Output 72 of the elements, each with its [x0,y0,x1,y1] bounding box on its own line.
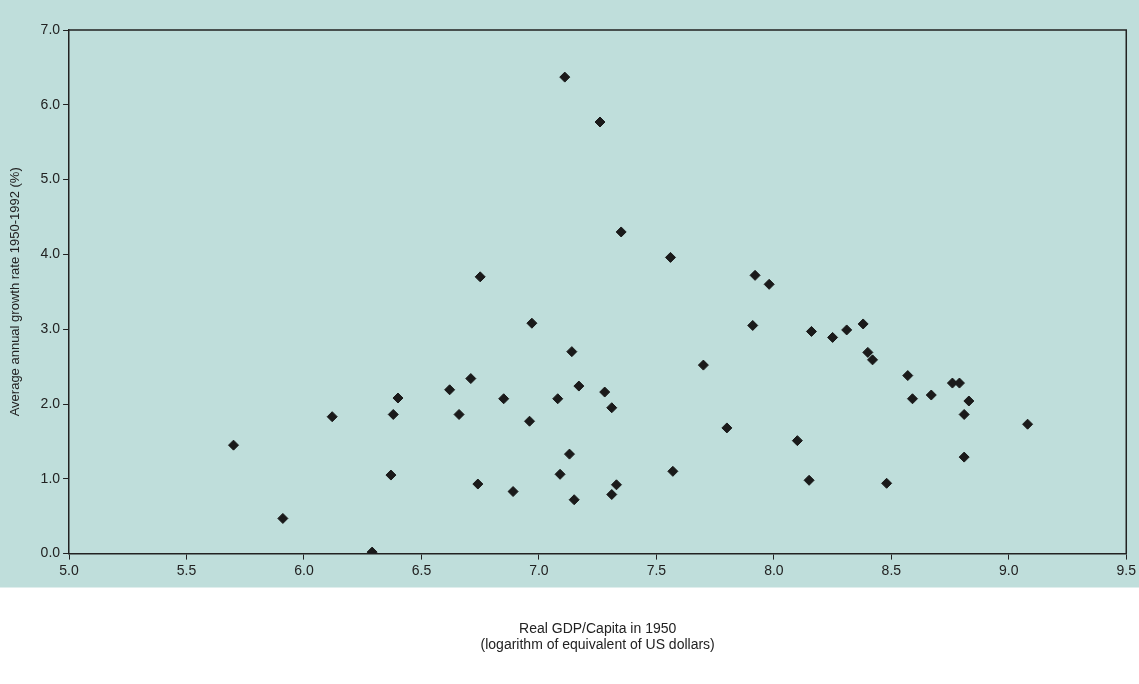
y-tick-label: 4.0 [40,245,61,262]
y-tick-label: 1.0 [40,469,61,486]
point [763,278,775,290]
point [747,319,759,331]
x-tick-label: 5.5 [176,561,197,578]
x-tick-label: 5.0 [59,561,79,578]
point [958,451,970,463]
point [867,354,879,366]
point [573,380,585,392]
point [946,377,958,389]
point [791,435,803,447]
point [615,226,627,238]
y-tick-label: 3.0 [40,320,61,337]
x-tick-label: 9.5 [1116,561,1137,578]
point [958,408,970,420]
point [465,373,477,385]
point [392,392,404,404]
point [827,331,839,343]
point [472,478,484,490]
point [667,465,679,477]
point [498,393,510,405]
x-axis-title: Real GDP/Capita in 1950 (logarithm of equivalent of US dollars) [480,619,715,653]
point [805,325,817,337]
x-tick-label: 7.5 [646,561,667,578]
point [906,393,918,405]
point [444,384,456,396]
point [1022,418,1034,430]
point [610,479,622,491]
y-tick-label: 2.0 [40,394,61,411]
point [599,386,611,398]
x-tick-label: 8.0 [764,561,784,578]
x-tick-label: 9.0 [999,561,1019,578]
point [228,439,240,451]
point [857,318,869,330]
point [474,271,486,283]
point [606,402,618,414]
y-axis-title: Average annual growth rate 1950-1992 (%) [7,167,23,417]
point [568,494,580,506]
y-tick-label: 5.0 [40,170,61,187]
point [749,269,761,281]
point [524,415,536,427]
y-tick-label: 6.0 [40,95,61,112]
point [453,408,465,420]
point [902,370,914,382]
x-tick-label: 7.0 [529,561,549,578]
point [559,71,571,83]
y-tick-label: 0.0 [40,544,61,561]
y-tick-label: 7.0 [40,20,61,37]
point [881,477,893,489]
point [385,469,397,481]
point [803,474,815,486]
point [841,324,853,336]
x-tick-label: 6.0 [294,561,314,578]
point [326,411,338,423]
x-tick-label: 8.5 [881,561,902,578]
point [606,489,618,501]
point [862,346,874,358]
point [594,116,606,128]
point [387,408,399,420]
point [552,393,564,405]
point [526,317,538,329]
point [566,346,578,358]
point [925,389,937,401]
point [507,486,519,498]
point [665,251,676,263]
point [554,468,566,480]
x-tick-label: 6.5 [411,561,432,578]
point [721,422,733,434]
point [697,359,709,371]
point [277,512,289,524]
point [963,395,975,407]
point [563,448,575,460]
